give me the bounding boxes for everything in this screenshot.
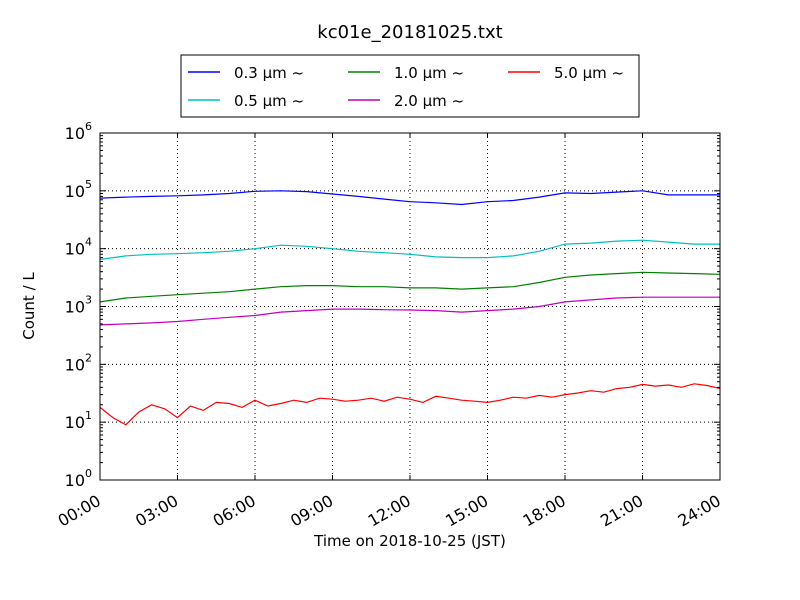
y-tick-exponent: 3	[85, 294, 92, 307]
series-line-2	[99, 239, 720, 261]
y-tick-exponent: 0	[85, 467, 92, 480]
legend-box	[180, 54, 640, 118]
series-line-4	[99, 296, 720, 326]
legend-label: 2.0 μm ~	[394, 92, 464, 110]
legend: 0.3 μm ~ 0.5 μm ~ 1.0 μm ~ 2.0 μm ~ 5.0 μm ~	[180, 54, 640, 118]
y-tick-exponent: 5	[85, 178, 92, 191]
legend-label: 1.0 μm ~	[394, 64, 464, 82]
series-line-1	[99, 190, 720, 206]
x-axis-label: Time on 2018-10-25 (JST)	[313, 532, 506, 550]
legend-label: 0.5 μm ~	[234, 92, 304, 110]
y-tick-exponent: 4	[85, 236, 92, 249]
legend-label: 5.0 μm ~	[554, 64, 624, 82]
x-tick-label: 15:00	[442, 491, 491, 531]
y-tick-label: 102	[65, 351, 92, 374]
x-tick-label: 06:00	[210, 491, 259, 531]
x-tick-label: 12:00	[365, 491, 414, 531]
series-line-3	[99, 271, 721, 303]
y-tick-exponent: 2	[85, 351, 92, 364]
x-tick-label: 03:00	[132, 491, 181, 531]
y-tick-label: 101	[65, 409, 92, 432]
y-tick-exponent: 6	[85, 120, 92, 133]
series-layer	[99, 190, 721, 426]
y-tick-label: 105	[65, 178, 92, 201]
grid-lines	[100, 133, 720, 480]
y-tick-label: 104	[65, 236, 92, 259]
y-tick-exponent: 1	[85, 409, 92, 422]
axis-ticks: 00:00 03:00 06:00 09:00 12:00 15:00 18:00 21:00…	[55, 120, 724, 531]
x-tick-label: 24:00	[675, 491, 724, 531]
y-tick-label: 100	[65, 467, 92, 490]
x-tick-label: 18:00	[520, 491, 569, 531]
y-axis-label: Count / L	[20, 272, 38, 340]
legend-label: 0.3 μm ~	[234, 64, 304, 82]
series-line-5	[99, 383, 721, 426]
x-tick-label: 00:00	[55, 491, 104, 531]
x-tick-label: 21:00	[597, 491, 646, 531]
x-tick-label: 09:00	[287, 491, 336, 531]
y-tick-label: 103	[65, 294, 92, 317]
y-tick-label: 106	[65, 120, 92, 143]
chart-title: kc01e_20181025.txt	[317, 22, 502, 43]
